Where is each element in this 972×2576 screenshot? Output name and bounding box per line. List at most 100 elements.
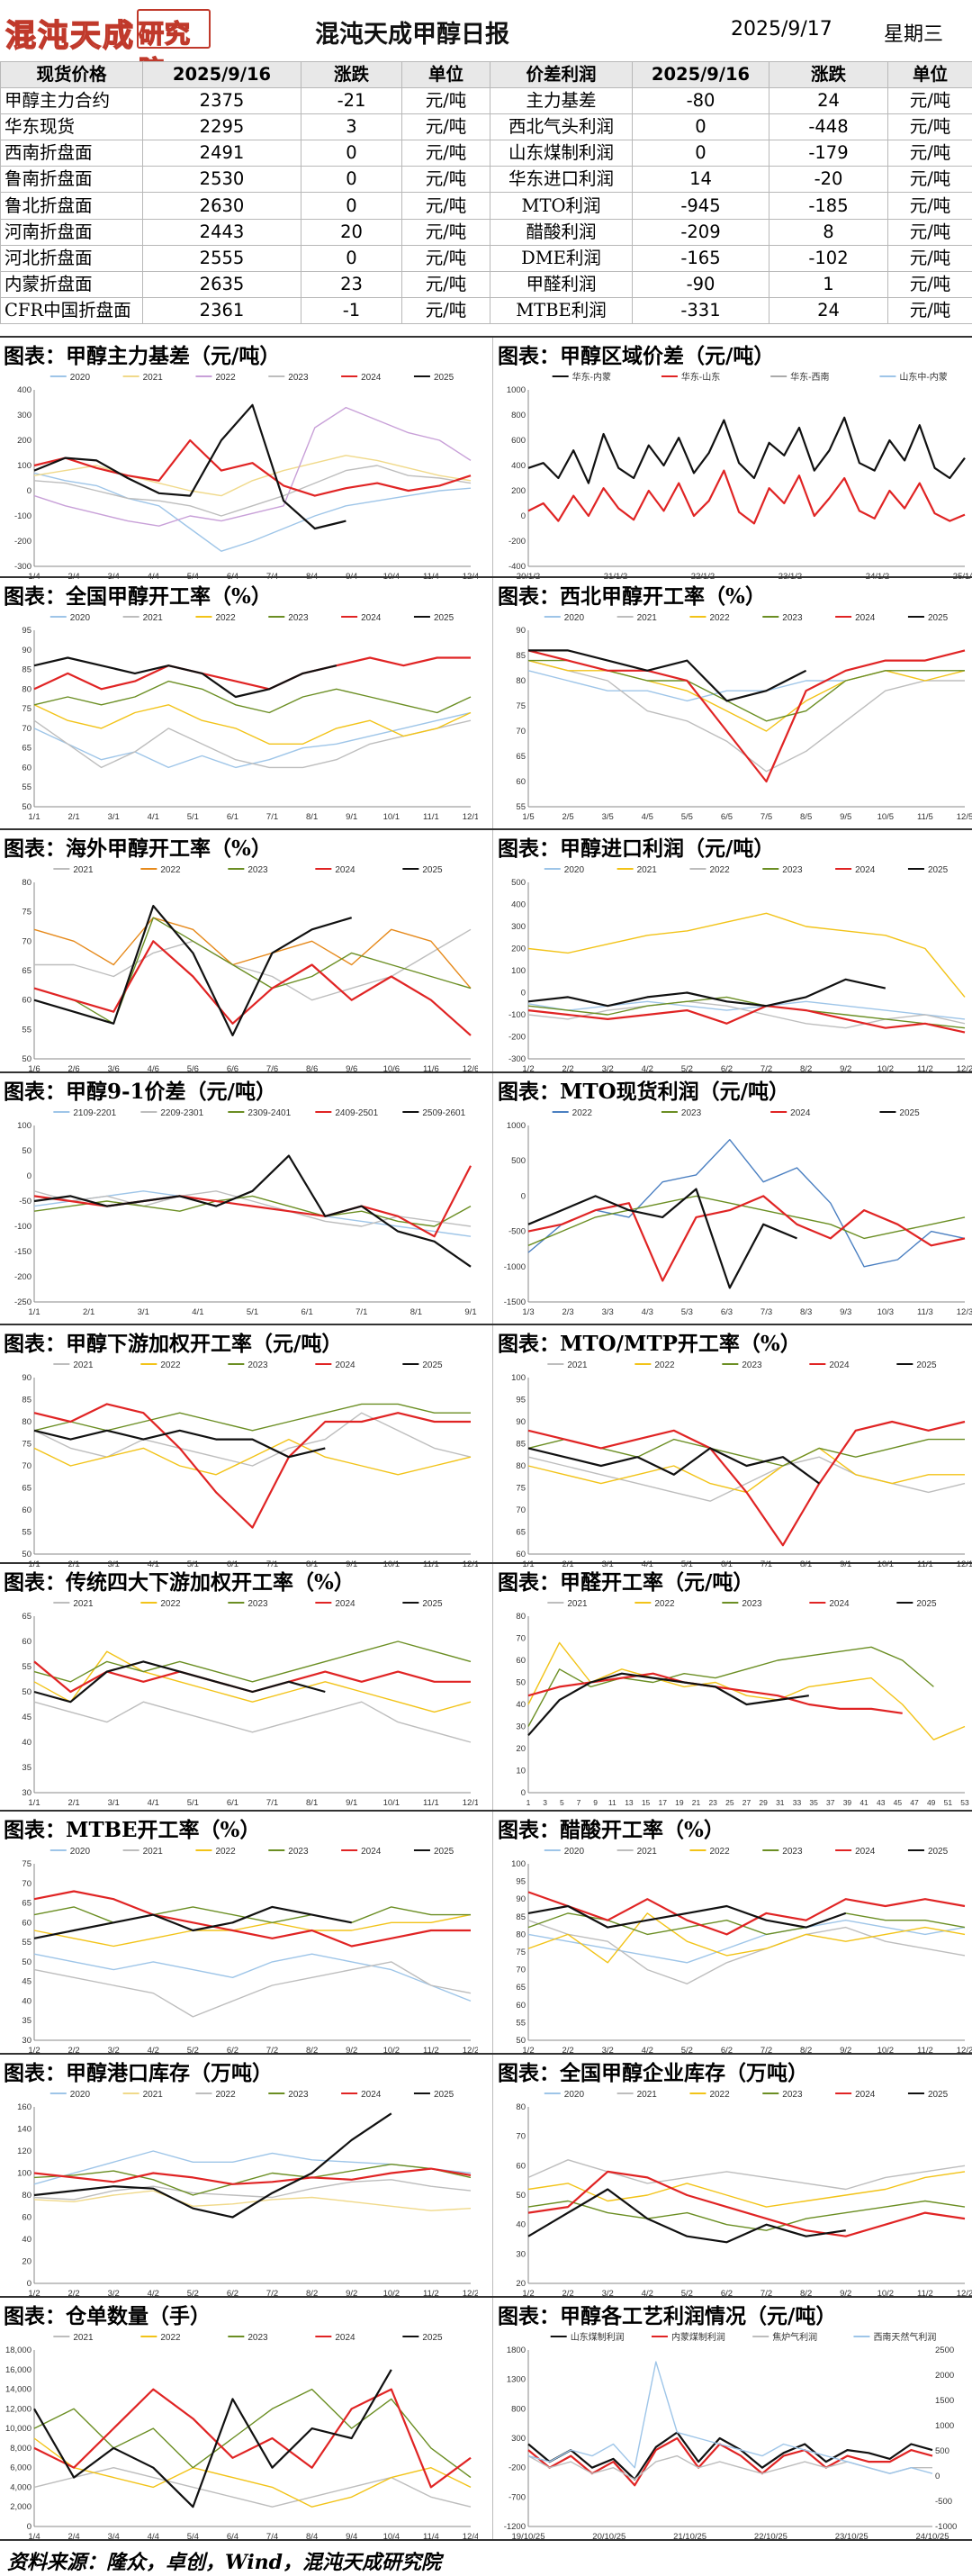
series-line [528, 471, 965, 524]
table-cell: 元/吨 [402, 193, 490, 219]
legend-label: 2025 [916, 1599, 937, 1609]
y-tick-label: 0 [521, 511, 526, 521]
x-tick-label: 11/1 [423, 1798, 439, 1808]
table-cell: 2555 [143, 245, 302, 271]
legend-label: 2023 [782, 2090, 803, 2100]
y-tick-label: 140 [17, 2125, 32, 2135]
legend-label: 2023 [288, 2090, 309, 2100]
table-cell: 元/吨 [402, 271, 490, 297]
y-tick-label: 1300 [507, 2375, 526, 2385]
x-tick-label: 3/1 [108, 1798, 120, 1808]
y-tick-label: 18,000 [5, 2346, 32, 2355]
y-tick-label: 50 [22, 1957, 32, 1967]
table-cell: 元/吨 [888, 245, 972, 271]
x-tick-label: 5/5 [681, 812, 693, 822]
x-tick-label: 12/1 [463, 1798, 478, 1808]
legend-label: 2022 [709, 2090, 730, 2100]
y-tick-label: 100 [511, 1373, 526, 1383]
legend-label: 2021 [143, 2090, 164, 2100]
x-tick-label: 12/1 [957, 1559, 972, 1569]
column-divider [492, 336, 493, 2539]
legend-label: 2025 [434, 1847, 454, 1857]
x-tick-label: 9/1 [346, 1798, 357, 1808]
legend-label: 山东煤制利润 [571, 2331, 625, 2343]
legend-label: 2025 [928, 1847, 949, 1857]
y-tick-label: 80 [516, 676, 526, 686]
table-cell: 河南折盘面 [1, 219, 143, 245]
y2-tick-label: 1000 [935, 2421, 954, 2431]
table-header-cell: 涨跌 [302, 62, 402, 88]
y-tick-label: 100 [17, 2169, 32, 2179]
legend-label: 2024 [335, 1360, 356, 1370]
table-cell: 元/吨 [402, 297, 490, 323]
legend-label: 2022 [709, 865, 730, 875]
chart-title: 图表：甲醇进口利润（元/吨） [498, 831, 774, 862]
legend-label: 2409-2501 [335, 1108, 378, 1118]
table-cell: 元/吨 [402, 88, 490, 114]
table-cell: 元/吨 [888, 140, 972, 167]
x-tick-label: 17 [658, 1798, 667, 1807]
legend-label: 2024 [790, 1108, 811, 1118]
section-divider [0, 1324, 972, 1325]
table-cell: MTBE利润 [490, 297, 633, 323]
table-cell: -448 [770, 114, 888, 140]
y-tick-label: 85 [516, 651, 526, 661]
y-tick-label: 75 [516, 1484, 526, 1494]
table-cell: 山东煤制利润 [490, 140, 633, 167]
legend-label: 2022 [215, 1847, 236, 1857]
legend-label: 2024 [335, 1599, 356, 1609]
chart-svg: 华东-内蒙华东-山东华东-西南山东中-内蒙10008006004002000-2… [494, 366, 972, 602]
legend-label: 2021 [73, 865, 94, 875]
x-tick-label: 6/1 [227, 1798, 238, 1808]
series-line [34, 1156, 471, 1267]
x-tick-label: 9 [593, 1798, 598, 1807]
legend-label: 2023 [288, 373, 309, 383]
legend-label: 2024 [361, 1847, 382, 1857]
series-line [34, 473, 471, 551]
legend-label: 2209-2301 [160, 1108, 203, 1118]
y2-tick-label: -500 [935, 2497, 952, 2507]
table-header-cell: 单位 [402, 62, 490, 88]
x-tick-label: 4/5 [642, 812, 653, 822]
y-tick-label: 80 [22, 684, 32, 694]
x-tick-label: 7/3 [760, 1307, 772, 1317]
legend-label: 2025 [916, 1360, 937, 1370]
table-cell: 0 [302, 167, 402, 193]
series-line [528, 1674, 903, 1713]
series-line [528, 2438, 932, 2485]
y-tick-label: 90 [516, 626, 526, 636]
y-tick-label: 75 [22, 908, 32, 917]
table-cell: 元/吨 [888, 193, 972, 219]
table-cell: 3 [302, 114, 402, 140]
legend-label: 2020 [564, 2090, 585, 2100]
y-tick-label: -1000 [504, 1262, 526, 1272]
chart-svg: 山东煤制利润内蒙煤制利润焦炉气利润西南天然气利润18001300800300-2… [494, 2327, 972, 2562]
series-line [528, 980, 886, 1006]
section-divider [0, 576, 972, 578]
x-tick-label: 41 [860, 1798, 868, 1807]
y-tick-label: 50 [22, 1550, 32, 1559]
table-cell: 2491 [143, 140, 302, 167]
y-tick-label: -1500 [504, 1297, 526, 1307]
y-tick-label: 55 [22, 1662, 32, 1672]
legend-label: 2022 [215, 373, 236, 383]
table-cell: 0 [302, 193, 402, 219]
y-tick-label: 70 [516, 2132, 526, 2142]
table-cell: CFR中国折盘面 [1, 297, 143, 323]
y-tick-label: -50 [19, 1197, 32, 1207]
report-date: 2025/9/17 [731, 18, 832, 41]
table-cell: 河北折盘面 [1, 245, 143, 271]
legend-label: 2021 [567, 1599, 588, 1609]
y-tick-label: 0 [27, 1171, 32, 1181]
table-cell: 2361 [143, 297, 302, 323]
y-tick-label: 1000 [507, 1121, 526, 1131]
y-tick-label: 60 [516, 1656, 526, 1666]
table-header-cell: 价差利润 [490, 62, 633, 88]
